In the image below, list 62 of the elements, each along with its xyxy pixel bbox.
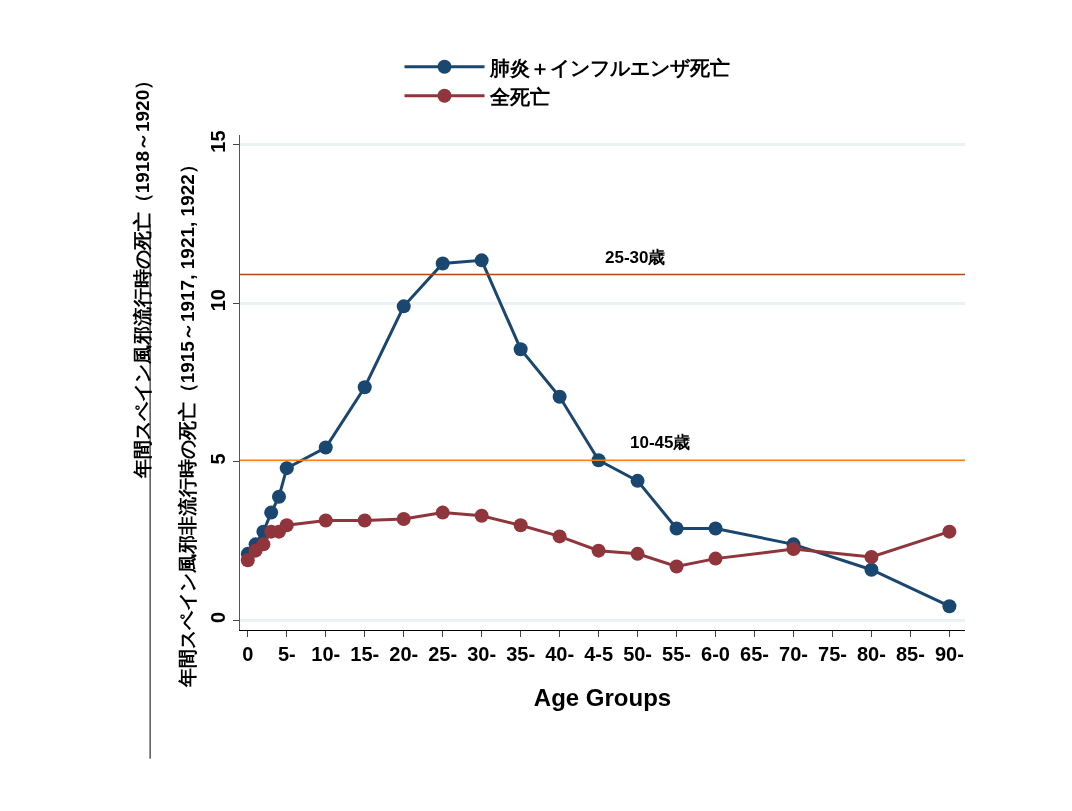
x-tick-label: 50- — [623, 643, 653, 665]
point — [630, 473, 645, 488]
point — [357, 380, 372, 395]
point — [318, 440, 333, 455]
point — [396, 511, 411, 526]
x-tick-label: 90- — [934, 643, 964, 665]
point — [708, 521, 723, 536]
point — [474, 508, 489, 523]
point — [669, 521, 684, 536]
point — [864, 550, 879, 565]
point — [591, 543, 606, 558]
x-tick-label: 4-5 — [584, 643, 614, 665]
point — [357, 513, 372, 528]
x-tick-label: 0 — [242, 643, 254, 665]
legend-label: 肺炎＋インフルエンザ死亡 — [488, 56, 730, 79]
point — [240, 553, 255, 568]
point — [396, 299, 411, 314]
point — [786, 542, 801, 557]
y-tick-label: 10 — [207, 289, 229, 312]
x-tick-label: 25- — [428, 643, 458, 665]
point — [669, 559, 684, 574]
legend-label: 全死亡 — [488, 85, 550, 108]
x-tick-label: 10- — [311, 643, 341, 665]
point — [630, 546, 645, 561]
x-tick-label: 20- — [389, 643, 419, 665]
point — [474, 253, 489, 268]
x-tick-label: 6-0 — [701, 643, 730, 665]
point — [435, 256, 450, 271]
x-tick-label: 30- — [467, 643, 497, 665]
x-axis-title: Age Groups — [533, 684, 672, 712]
point — [513, 518, 528, 533]
point — [264, 505, 279, 520]
point — [864, 562, 879, 577]
x-tick-label: 65- — [740, 643, 769, 665]
point — [271, 489, 286, 504]
x-tick-label: 55- — [662, 643, 692, 665]
text: 年間スペイン風邪非流行時の死亡（1915～1917, 1921, 1922） — [177, 155, 199, 689]
x-tick-label: 70- — [779, 643, 808, 665]
x-tick-label: 5- — [277, 643, 296, 665]
x-tick-label: 85- — [895, 643, 925, 665]
point — [279, 461, 294, 476]
point — [318, 513, 333, 528]
point — [942, 524, 957, 539]
y-tick-label: 0 — [207, 611, 229, 624]
point — [552, 529, 567, 544]
point — [279, 518, 294, 533]
point — [552, 389, 567, 404]
ref-line-label: 25-30歳 — [605, 248, 666, 267]
x-tick-label: 75- — [818, 643, 847, 665]
ref-line-label: 10-45歳 — [630, 433, 691, 452]
point — [513, 342, 528, 357]
point — [435, 505, 450, 520]
x-tick-label: 80- — [857, 643, 886, 665]
y-axis-title: 年間スペイン風邪流行時の死亡（1918～1920） — [132, 70, 154, 480]
x-tick-label: 40- — [545, 643, 575, 665]
x-tick-label: 35- — [506, 643, 536, 665]
point — [708, 551, 723, 566]
y-tick-label: 15 — [207, 130, 229, 153]
y-tick-label: 5 — [207, 453, 229, 465]
point — [942, 599, 957, 614]
x-tick-label: 15- — [350, 643, 380, 665]
point — [256, 537, 271, 552]
